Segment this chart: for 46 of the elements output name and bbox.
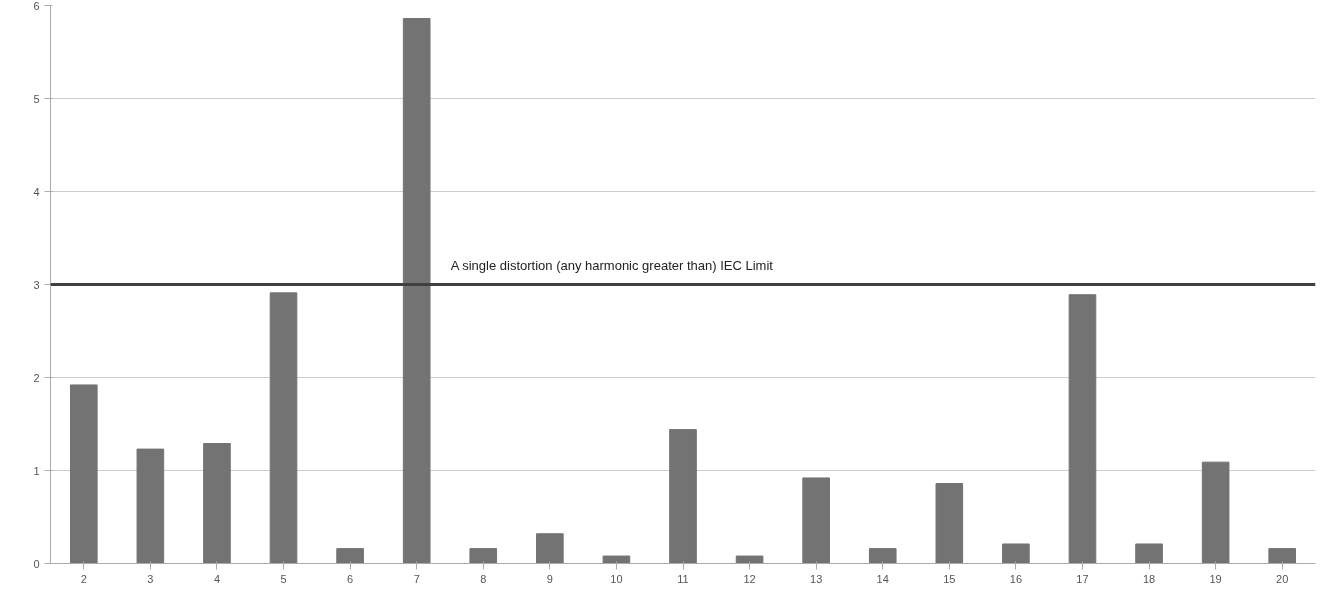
x-tick-label: 15 [943, 572, 956, 585]
x-tick-label: 7 [413, 572, 420, 585]
x-tick-label: 6 [347, 572, 354, 585]
y-tick-label: 3 [33, 278, 40, 291]
bar [1201, 461, 1230, 564]
bar [203, 443, 231, 564]
bar [1268, 548, 1297, 564]
x-tick-label: 8 [480, 572, 487, 585]
bar [69, 384, 98, 564]
x-tick-label: 12 [743, 572, 756, 585]
bar [1068, 294, 1097, 564]
bar [269, 292, 298, 564]
bar [602, 555, 631, 564]
x-tick-label: 11 [677, 572, 689, 585]
bar [669, 429, 697, 564]
ref-line-label: A single distortion (any harmonic greater than) IEC Limit [450, 257, 774, 273]
bar [402, 18, 431, 564]
bar [1002, 543, 1030, 564]
bar [336, 548, 364, 564]
x-tick-label: 10 [610, 572, 623, 585]
x-tick-label: 5 [280, 572, 287, 585]
x-tick-label: 16 [1009, 572, 1023, 585]
bar [935, 483, 964, 564]
x-tick-label: 14 [876, 572, 889, 585]
x-tick-label: 4 [213, 572, 221, 585]
bar [802, 477, 830, 564]
bar [536, 533, 564, 564]
y-tick-label: 2 [33, 371, 40, 384]
y-tick-label: 0 [33, 557, 40, 570]
x-tick-label: 9 [546, 572, 553, 585]
x-tick-label: 18 [1142, 572, 1156, 585]
y-tick-label: 4 [33, 185, 40, 198]
x-tick-label: 17 [1076, 572, 1089, 585]
bar [735, 555, 764, 564]
y-tick-label: 6 [33, 0, 40, 12]
bar [469, 548, 498, 564]
x-tick-label: 3 [147, 572, 154, 585]
x-tick-label: 19 [1209, 572, 1222, 585]
y-tick-label: 1 [33, 464, 40, 477]
x-tick-label: 20 [1276, 572, 1289, 585]
bar [868, 548, 897, 564]
x-tick-label: 2 [80, 572, 87, 585]
bar [1135, 543, 1163, 564]
bar [136, 448, 165, 564]
y-tick-label: 5 [33, 92, 40, 105]
x-tick-label: 13 [810, 572, 823, 585]
